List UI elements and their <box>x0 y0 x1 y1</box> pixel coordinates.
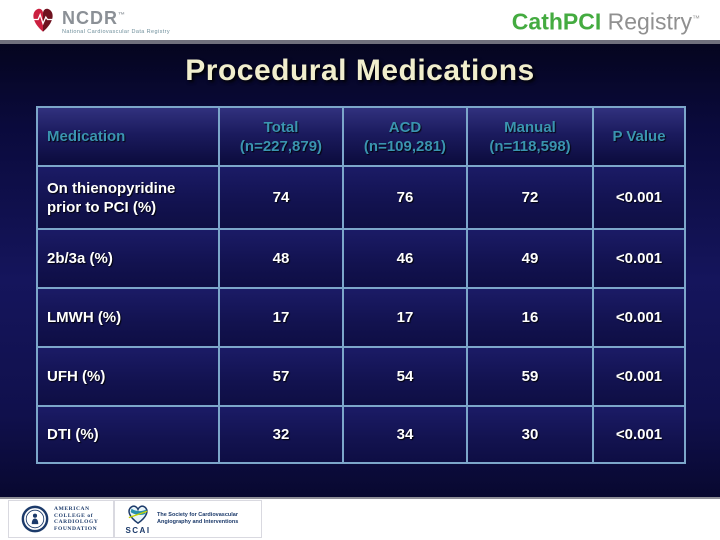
cathpci-trademark: ™ <box>692 14 700 23</box>
row-label-lmwh: LMWH (%) <box>36 287 220 348</box>
col-header-manual-n: (n=118,598) <box>489 137 571 155</box>
cell-value: 16 <box>466 287 594 348</box>
cell-pvalue: <0.001 <box>592 346 686 407</box>
scai-mark: SCAI <box>125 503 151 535</box>
col-header-acd-n: (n=109,281) <box>363 137 447 155</box>
ncdr-name: NCDR™ <box>62 7 170 27</box>
ncdr-trademark: ™ <box>118 12 126 19</box>
cell-value: 74 <box>218 165 344 230</box>
ncdr-logo: NCDR™ National Cardiovascular Data Regis… <box>30 4 170 35</box>
acc-line4: FOUNDATION <box>54 525 98 532</box>
medications-table: Medication Total (n=227,879) ACD (n=109,28… <box>36 106 686 464</box>
scai-wordmark: SCAI <box>125 526 151 535</box>
cell-value: 46 <box>342 228 468 289</box>
cell-value: 34 <box>342 405 468 464</box>
cell-value: 17 <box>342 287 468 348</box>
col-header-acd-label: ACD <box>388 118 422 136</box>
ncdr-name-text: NCDR <box>62 8 118 28</box>
ncdr-heart-icon <box>33 8 53 32</box>
col-header-manual: Manual (n=118,598) <box>466 106 594 167</box>
acc-foundation-logo: AMERICAN COLLEGE of CARDIOLOGY FOUNDATIO… <box>8 500 114 538</box>
scai-heart-icon <box>128 505 148 525</box>
table-header-row: Medication Total (n=227,879) ACD (n=109,28… <box>36 106 686 167</box>
acc-line2: COLLEGE of <box>54 512 94 519</box>
col-header-pvalue: P Value <box>592 106 686 167</box>
cathpci-registry-logo: CathPCI Registry™ <box>512 6 700 35</box>
col-header-pvalue-label: P Value <box>612 128 666 145</box>
cell-value: 49 <box>466 228 594 289</box>
col-header-medication: Medication <box>36 106 220 167</box>
cell-pvalue: <0.001 <box>592 405 686 464</box>
row-label-dti: DTI (%) <box>36 405 220 464</box>
cell-value: 30 <box>466 405 594 464</box>
acc-line1: AMERICAN <box>54 506 90 512</box>
footer-logo-bar: AMERICAN COLLEGE of CARDIOLOGY FOUNDATIO… <box>0 499 720 540</box>
cell-value: 17 <box>218 287 344 348</box>
bottom-divider <box>0 497 720 499</box>
table-row: 2b/3a (%) 48 46 49 <0.001 <box>36 228 686 289</box>
row-label-2b3a: 2b/3a (%) <box>36 228 220 289</box>
cell-pvalue: <0.001 <box>592 228 686 289</box>
table-row: On thienopyridine prior to PCI (%) 74 76… <box>36 165 686 230</box>
cathpci-wordmark-green: CathPCI <box>511 8 602 35</box>
cell-value: 32 <box>218 405 344 464</box>
acc-line3: CARDIOLOGY <box>54 519 99 525</box>
table-row: LMWH (%) 17 17 16 <0.001 <box>36 287 686 348</box>
col-header-total-label: Total <box>263 118 299 136</box>
cell-value: 76 <box>342 165 468 230</box>
page-title: Procedural Medications <box>185 54 535 87</box>
scai-tagline-line2: Angiography and Interventions <box>157 519 239 525</box>
ncdr-text: NCDR™ National Cardiovascular Data Regis… <box>62 4 170 35</box>
table-row: UFH (%) 57 54 59 <0.001 <box>36 346 686 407</box>
table-row: DTI (%) 32 34 30 <0.001 <box>36 405 686 464</box>
scai-logo: SCAI The Society for Cardiovascular Angi… <box>114 500 262 538</box>
row-label-ufh: UFH (%) <box>36 346 220 407</box>
scai-tagline: The Society for Cardiovascular Angiograp… <box>157 512 238 526</box>
scai-tagline-line1: The Society for Cardiovascular <box>157 512 238 518</box>
cell-pvalue: <0.001 <box>592 165 686 230</box>
acc-seal-icon <box>21 505 49 533</box>
col-header-medication-label: Medication <box>47 128 126 145</box>
cell-value: 72 <box>466 165 594 230</box>
top-divider <box>0 40 720 44</box>
cell-value: 59 <box>466 346 594 407</box>
ncdr-tagline: National Cardiovascular Data Registry <box>62 29 171 35</box>
cell-value: 54 <box>342 346 468 407</box>
cell-pvalue: <0.001 <box>592 287 686 348</box>
top-logo-bar: NCDR™ National Cardiovascular Data Regis… <box>0 0 720 40</box>
cathpci-wordmark-gray: Registry <box>601 8 692 35</box>
acc-wordmark: AMERICAN COLLEGE of CARDIOLOGY FOUNDATIO… <box>54 506 99 532</box>
cell-value: 48 <box>218 228 344 289</box>
col-header-acd: ACD (n=109,281) <box>342 106 468 167</box>
col-header-total-n: (n=227,879) <box>239 137 323 155</box>
col-header-manual-label: Manual <box>504 118 556 136</box>
row-label-thienopyridine: On thienopyridine prior to PCI (%) <box>36 165 220 230</box>
col-header-total: Total (n=227,879) <box>218 106 344 167</box>
cell-value: 57 <box>218 346 344 407</box>
